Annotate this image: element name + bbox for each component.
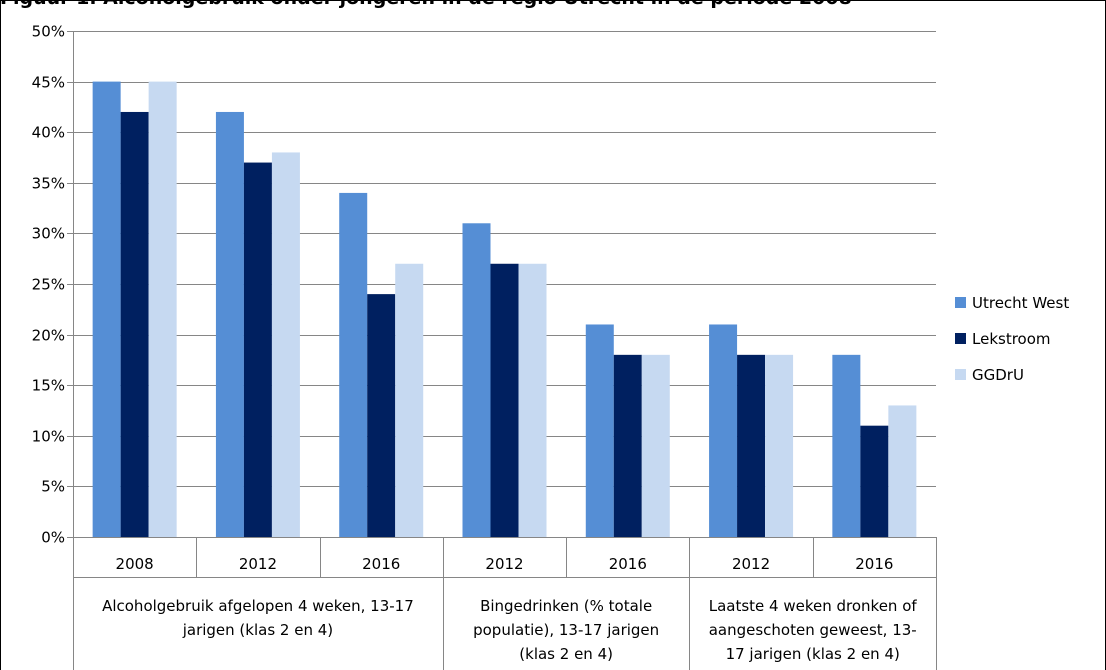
bar xyxy=(339,192,368,538)
y-tick-label: 40% xyxy=(32,124,65,142)
legend: Utrecht West Lekstroom GGDrU xyxy=(955,294,1069,384)
group-label: jarigen (klas 2 en 4) xyxy=(182,621,333,639)
bar xyxy=(585,324,614,537)
bar xyxy=(243,162,272,537)
y-tick-label: 35% xyxy=(32,175,65,193)
y-tick-label: 0% xyxy=(41,529,65,547)
x-tick-label: 2012 xyxy=(239,555,277,573)
bar xyxy=(395,263,424,537)
bar xyxy=(490,263,519,537)
group-label: aangeschoten geweest, 13- xyxy=(709,621,917,639)
bar xyxy=(765,354,794,537)
bar xyxy=(92,81,121,537)
bar xyxy=(120,111,149,538)
bar xyxy=(613,354,642,537)
y-tick-label: 25% xyxy=(32,276,65,294)
legend-swatch xyxy=(955,333,966,344)
chart-title: Figuur 1. Alcoholgebruik onder jongeren … xyxy=(0,0,852,9)
group-label: populatie), 13-17 jarigen xyxy=(473,621,659,639)
x-axis-labels: 2008 2012 2016 2012 2016 2012 2016 Alcoholgebru… xyxy=(102,555,917,663)
legend-label: GGDrU xyxy=(972,366,1024,384)
bar xyxy=(737,354,766,537)
bar xyxy=(709,324,738,537)
y-tick-label: 45% xyxy=(32,74,65,92)
group-label: 17 jarigen (klas 2 en 4) xyxy=(726,645,900,663)
bar xyxy=(215,111,244,538)
bars xyxy=(92,81,917,538)
x-tick-label: 2012 xyxy=(732,555,770,573)
group-label: Bingedrinken (% totale xyxy=(480,597,652,615)
y-tick-label: 15% xyxy=(32,377,65,395)
y-tick-label: 20% xyxy=(32,327,65,345)
bar xyxy=(641,354,670,537)
bar xyxy=(462,223,491,537)
y-tick-label: 5% xyxy=(41,478,65,496)
x-tick-label: 2016 xyxy=(855,555,893,573)
bar xyxy=(832,354,861,537)
x-tick-label: 2008 xyxy=(116,555,154,573)
legend-swatch xyxy=(955,369,966,380)
bar xyxy=(148,81,177,537)
bar xyxy=(888,405,917,537)
group-label: (klas 2 en 4) xyxy=(519,645,613,663)
x-tick-label: 2016 xyxy=(609,555,647,573)
y-tick-label: 50% xyxy=(32,23,65,41)
group-label: Alcoholgebruik afgelopen 4 weken, 13-17 xyxy=(102,597,414,615)
legend-swatch xyxy=(955,297,966,308)
y-axis-ticks: 0% 5% 10% 15% 20% 25% 30% 35% 40% 45% 50% xyxy=(32,23,65,547)
legend-label: Utrecht West xyxy=(972,294,1069,312)
bar xyxy=(271,152,300,537)
bar xyxy=(860,425,889,537)
y-tick-label: 10% xyxy=(32,428,65,446)
bar xyxy=(518,263,547,537)
y-tick-label: 30% xyxy=(32,225,65,243)
legend-label: Lekstroom xyxy=(972,330,1051,348)
x-tick-label: 2016 xyxy=(362,555,400,573)
group-label: Laatste 4 weken dronken of xyxy=(709,597,918,615)
x-tick-label: 2012 xyxy=(485,555,523,573)
bar xyxy=(367,294,396,537)
